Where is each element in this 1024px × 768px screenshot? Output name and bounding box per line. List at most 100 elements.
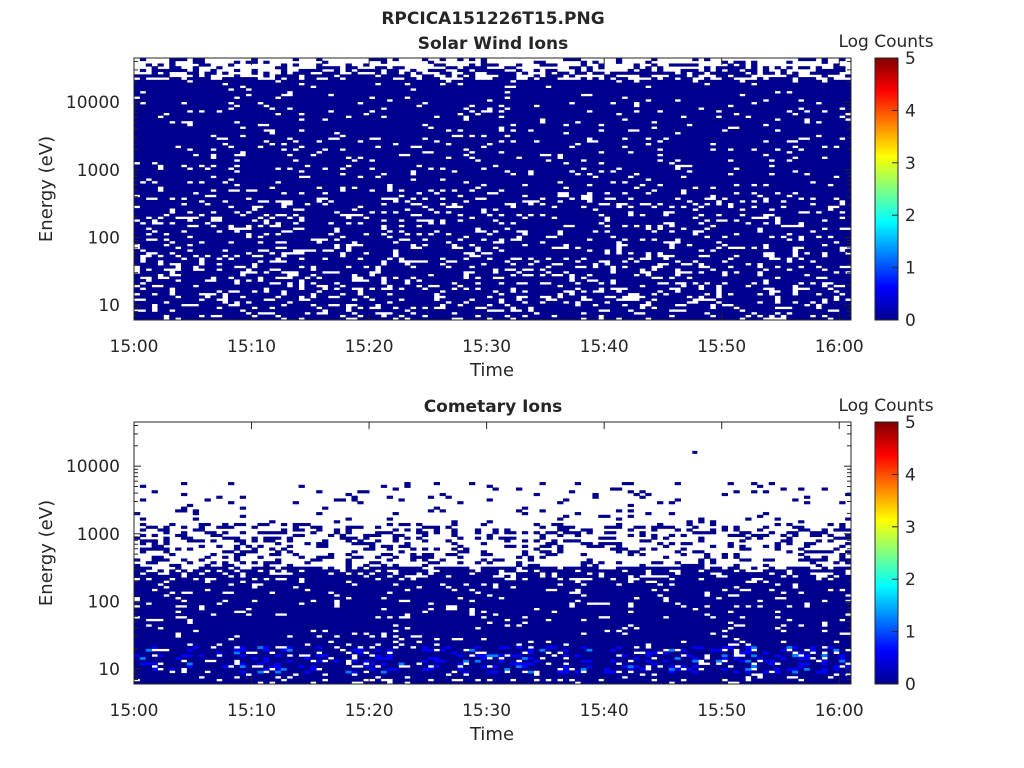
- heatmap-cell: [339, 93, 346, 97]
- heatmap-cell: [275, 85, 282, 89]
- heatmap-cell: [504, 262, 511, 266]
- heatmap-cell: [468, 238, 476, 242]
- heatmap-cell: [139, 139, 147, 144]
- heatmap-cell: [351, 262, 358, 266]
- heatmap-cell: [198, 311, 205, 315]
- heatmap-cell: [310, 150, 317, 154]
- heatmap-cell: [433, 224, 441, 228]
- heatmap-cell: [316, 175, 323, 179]
- heatmap-cell: [433, 205, 441, 209]
- heatmap-cell: [345, 123, 352, 127]
- heatmap-cell: [280, 109, 288, 113]
- heatmap-cell: [474, 219, 482, 223]
- heatmap-cell: [304, 131, 311, 135]
- heatmap-cell: [421, 292, 429, 296]
- heatmap-cell: [310, 298, 317, 302]
- heatmap-cell: [298, 314, 305, 318]
- heatmap-cell: [345, 93, 352, 97]
- heatmap-cell: [322, 128, 329, 133]
- heatmap-cell: [233, 126, 241, 130]
- heatmap-cell: [310, 131, 317, 135]
- heatmap-cell: [392, 246, 399, 250]
- heatmap-cell: [163, 90, 170, 94]
- heatmap-cell: [363, 240, 370, 244]
- heatmap-cell: [404, 311, 411, 315]
- heatmap-cell: [404, 145, 411, 149]
- heatmap-cell: [492, 287, 499, 291]
- heatmap-cell: [374, 178, 382, 182]
- heatmap-cell: [386, 249, 393, 253]
- heatmap-cell: [445, 229, 452, 234]
- heatmap-cell: [504, 178, 511, 182]
- heatmap-cell: [369, 139, 376, 144]
- heatmap-cell: [357, 208, 364, 212]
- heatmap-cell: [410, 186, 417, 190]
- heatmap-cell: [204, 137, 211, 141]
- heatmap-cell: [480, 243, 488, 247]
- heatmap-cell: [280, 189, 288, 193]
- heatmap-cell: [363, 276, 370, 280]
- heatmap-cell: [139, 131, 147, 135]
- heatmap-cell: [163, 221, 170, 225]
- heatmap-cell: [310, 306, 317, 310]
- heatmap-cell: [392, 145, 399, 149]
- heatmap-cell: [304, 145, 311, 149]
- heatmap-cell: [339, 128, 346, 133]
- heatmap-cell: [363, 249, 370, 253]
- heatmap-cell: [392, 189, 399, 193]
- heatmap-cell: [286, 164, 294, 168]
- heatmap-cell: [210, 178, 217, 182]
- heatmap-cell: [445, 284, 452, 288]
- heatmap-cell: [198, 208, 205, 212]
- heatmap-cell: [445, 227, 452, 231]
- heatmap-cell: [157, 251, 164, 255]
- heatmap-cell: [157, 107, 164, 111]
- heatmap-cell: [386, 227, 393, 231]
- heatmap-cell: [492, 178, 499, 182]
- heatmap-cell: [269, 145, 276, 149]
- heatmap-cell: [357, 246, 364, 250]
- heatmap-cell: [363, 210, 370, 214]
- heatmap-cell: [416, 289, 423, 294]
- heatmap-cell: [357, 254, 364, 258]
- heatmap-cell: [386, 90, 393, 94]
- heatmap-cell: [163, 295, 170, 299]
- heatmap-cell: [292, 74, 299, 78]
- heatmap-cell: [421, 210, 429, 214]
- heatmap-cell: [286, 115, 294, 119]
- heatmap-cell: [222, 191, 229, 195]
- heatmap-cell: [139, 175, 147, 179]
- heatmap-cell: [228, 273, 235, 277]
- heatmap-cell: [292, 88, 299, 92]
- heatmap-cell: [251, 273, 258, 277]
- heatmap-cell: [233, 156, 241, 160]
- heatmap-cell: [433, 232, 441, 236]
- heatmap-cell: [210, 150, 217, 154]
- heatmap-cell: [233, 161, 241, 165]
- heatmap-cell: [157, 153, 164, 157]
- heatmap-cell: [263, 279, 270, 283]
- heatmap-cell: [345, 150, 352, 154]
- heatmap-cell: [316, 90, 323, 94]
- heatmap-cell: [492, 93, 499, 97]
- heatmap-cell: [151, 169, 158, 174]
- heatmap-cell: [204, 139, 211, 144]
- heatmap-cell: [504, 104, 511, 108]
- heatmap-cell: [251, 213, 258, 217]
- heatmap-cell: [492, 77, 499, 81]
- heatmap-cell: [480, 295, 488, 299]
- heatmap-cell: [304, 180, 311, 184]
- heatmap-cell: [345, 77, 352, 81]
- heatmap-cell: [322, 178, 329, 182]
- heatmap-cell: [233, 145, 241, 149]
- heatmap-cell: [339, 270, 346, 275]
- heatmap-cell: [163, 180, 170, 184]
- heatmap-cell: [157, 270, 164, 275]
- heatmap-cell: [134, 238, 141, 242]
- heatmap-cell: [233, 314, 241, 318]
- heatmap-cell: [345, 219, 352, 223]
- heatmap-cell: [198, 221, 205, 225]
- heatmap-cell: [245, 156, 252, 160]
- heatmap-cell: [210, 145, 217, 149]
- heatmap-cell: [233, 178, 241, 182]
